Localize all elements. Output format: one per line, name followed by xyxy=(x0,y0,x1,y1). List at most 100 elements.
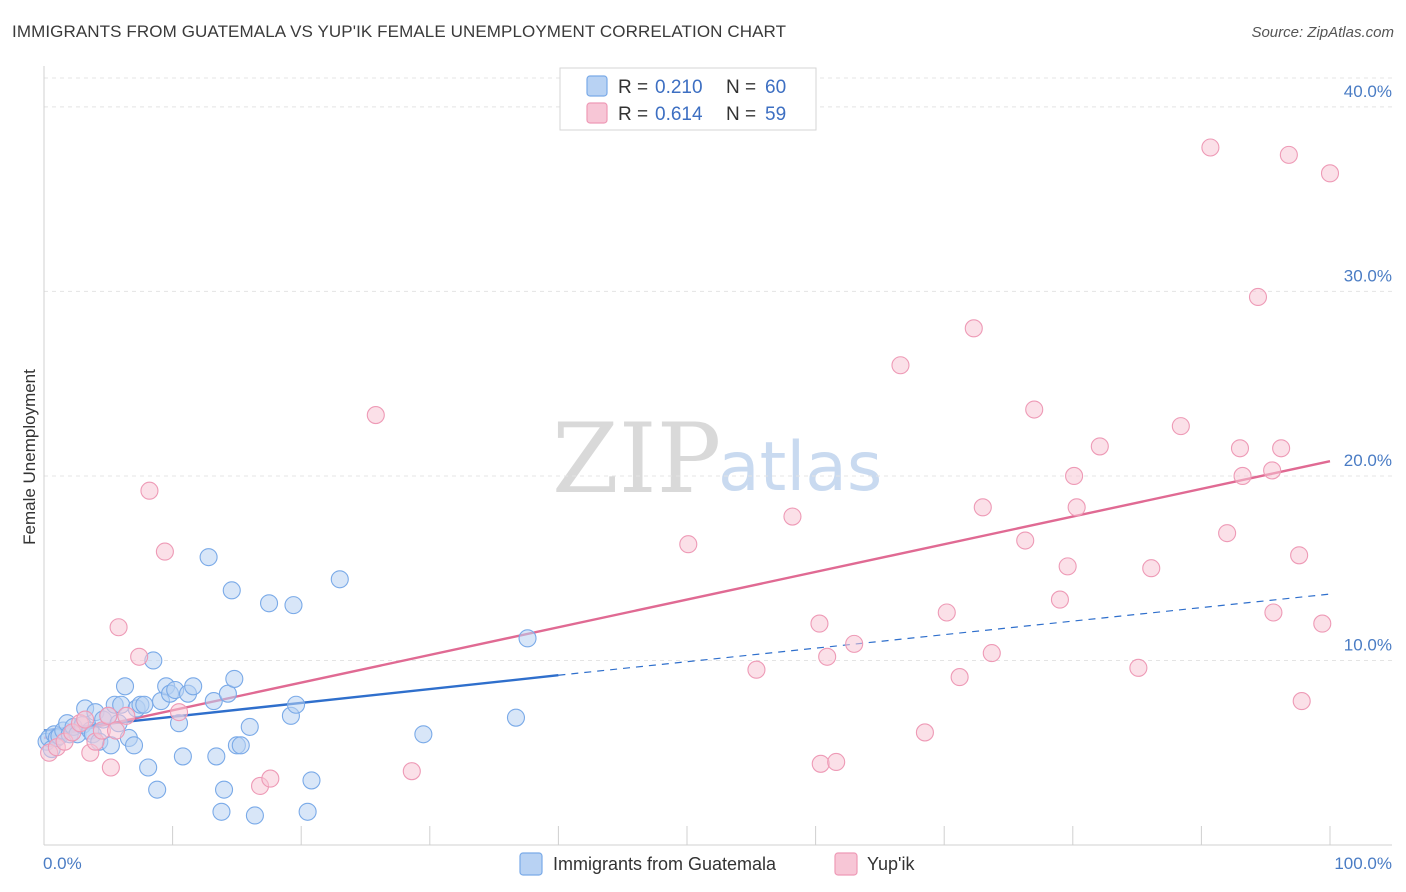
point-yupik xyxy=(109,618,128,637)
point-yupik xyxy=(1142,559,1161,578)
point-guatemala xyxy=(259,594,279,613)
trend-line-yupik xyxy=(43,460,1331,740)
legend-swatch-yupik xyxy=(586,102,608,124)
point-yupik xyxy=(99,706,118,725)
y-tick-labels: 10.0% 20.0% 30.0% 40.0% xyxy=(1344,82,1392,655)
legend-n-label-guatemala: N = xyxy=(726,77,756,98)
point-yupik xyxy=(76,710,95,729)
point-yupik xyxy=(964,319,983,338)
legend-n-value-yupik: 59 xyxy=(765,104,786,125)
point-yupik xyxy=(1090,437,1109,456)
point-yupik xyxy=(1025,400,1044,419)
axes xyxy=(43,66,1392,846)
point-yupik xyxy=(101,758,120,777)
point-yupik xyxy=(1292,692,1311,711)
top-legend: R = 0.210 N = 60 R = 0.614 N = 59 xyxy=(559,67,817,131)
point-yupik xyxy=(106,721,126,740)
point-guatemala xyxy=(245,806,264,825)
point-guatemala xyxy=(204,692,223,711)
point-yupik xyxy=(1065,466,1084,486)
point-yupik xyxy=(1067,498,1086,517)
point-yupik xyxy=(811,754,830,773)
point-yupik xyxy=(366,406,385,425)
x-tick-label-max: 100.0% xyxy=(1334,854,1392,873)
point-guatemala xyxy=(207,747,226,766)
point-guatemala xyxy=(287,695,306,714)
chart-source: Source: ZipAtlas.com xyxy=(1251,24,1394,41)
bottom-legend-swatch-yupik xyxy=(834,852,858,876)
watermark: ZIP atlas xyxy=(552,403,882,515)
point-yupik xyxy=(1218,524,1237,543)
point-yupik xyxy=(827,752,846,772)
point-guatemala xyxy=(225,669,244,688)
point-guatemala xyxy=(148,780,167,799)
point-guatemala xyxy=(115,677,135,696)
point-yupik xyxy=(1233,466,1252,486)
point-guatemala xyxy=(284,596,303,615)
point-yupik xyxy=(1171,417,1190,436)
point-guatemala xyxy=(506,708,526,727)
bottom-legend-label-guatemala: Immigrants from Guatemala xyxy=(553,854,777,874)
point-guatemala xyxy=(184,677,203,696)
point-yupik xyxy=(747,660,766,679)
x-tick-label-min: 0.0% xyxy=(43,854,82,873)
point-yupik xyxy=(810,614,829,633)
legend-n-label-yupik: N = xyxy=(726,104,756,125)
bottom-legend-label-yupik: Yup'ik xyxy=(867,854,915,874)
point-yupik xyxy=(1264,603,1283,622)
point-yupik xyxy=(1129,658,1148,677)
legend-r-label-yupik: R = xyxy=(618,104,648,125)
data-points xyxy=(37,138,1340,825)
point-guatemala xyxy=(135,695,154,714)
point-yupik xyxy=(402,762,421,781)
grid xyxy=(44,77,1392,661)
point-yupik xyxy=(891,356,910,375)
point-guatemala xyxy=(518,629,537,648)
point-yupik xyxy=(845,634,864,653)
point-yupik xyxy=(1290,546,1309,565)
point-yupik xyxy=(1058,557,1077,576)
point-yupik xyxy=(982,644,1001,663)
point-yupik xyxy=(1279,145,1298,164)
point-yupik xyxy=(1320,164,1340,183)
point-yupik xyxy=(140,481,159,500)
y-axis-title: Female Unemployment xyxy=(20,369,39,545)
y-tick-label: 10.0% xyxy=(1344,635,1392,654)
point-guatemala xyxy=(173,747,192,766)
y-tick-label: 40.0% xyxy=(1344,82,1392,101)
point-yupik xyxy=(937,603,956,622)
point-guatemala xyxy=(330,570,349,589)
point-yupik xyxy=(950,668,969,687)
point-yupik xyxy=(1016,531,1035,550)
point-guatemala xyxy=(199,548,218,567)
point-guatemala xyxy=(212,802,231,821)
legend-r-label-guatemala: R = xyxy=(618,77,648,98)
point-yupik xyxy=(261,769,280,788)
point-guatemala xyxy=(222,581,241,600)
watermark-zip: ZIP xyxy=(552,403,721,515)
point-yupik xyxy=(783,507,802,526)
point-guatemala xyxy=(139,758,158,777)
bottom-legend: Immigrants from Guatemala Yup'ik xyxy=(519,852,915,876)
point-yupik xyxy=(169,703,189,722)
point-guatemala xyxy=(414,725,433,744)
point-guatemala xyxy=(231,736,250,755)
chart-title: IMMIGRANTS FROM GUATEMALA VS YUP'IK FEMA… xyxy=(12,22,787,41)
point-yupik xyxy=(1272,439,1291,458)
point-yupik xyxy=(155,542,174,561)
point-guatemala xyxy=(214,780,234,799)
point-yupik xyxy=(1313,614,1332,633)
legend-r-value-guatemala: 0.210 xyxy=(655,77,703,98)
legend-swatch-guatemala xyxy=(586,75,608,97)
point-guatemala xyxy=(124,736,144,755)
legend-n-value-guatemala: 60 xyxy=(765,77,786,98)
point-guatemala xyxy=(240,717,259,736)
point-yupik xyxy=(117,706,136,725)
point-guatemala xyxy=(302,771,321,790)
bottom-legend-swatch-guatemala xyxy=(519,852,543,876)
point-yupik xyxy=(1248,287,1268,307)
point-yupik xyxy=(1230,439,1250,458)
point-yupik xyxy=(679,535,698,554)
point-yupik xyxy=(973,498,992,517)
point-guatemala xyxy=(298,802,317,821)
